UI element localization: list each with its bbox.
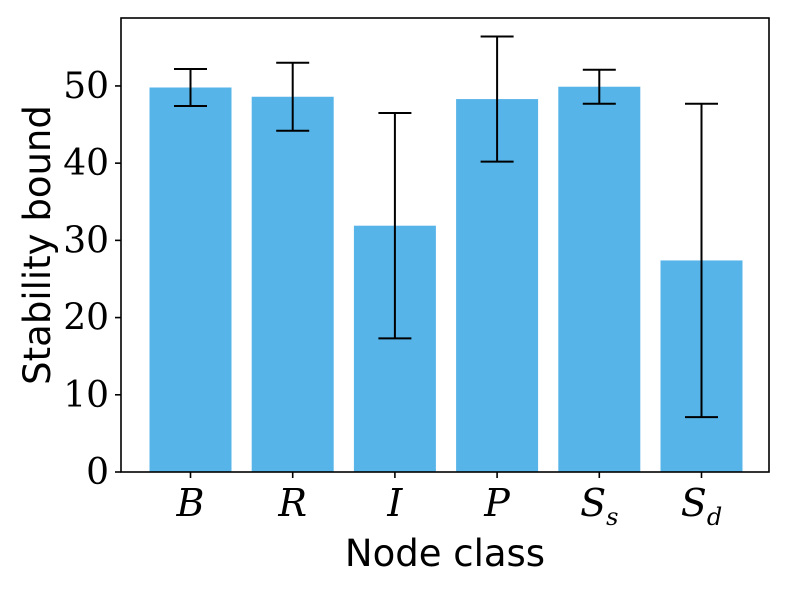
x-tick-label-base: S (580, 481, 606, 525)
x-axis-ticks: B R I P Ss Sd (176, 472, 722, 531)
y-tick-label: 20 (63, 298, 109, 339)
x-tick-label-subscript: d (707, 503, 722, 531)
error-bar (480, 35, 514, 163)
bar (558, 86, 641, 473)
y-axis-ticks: 0 10 20 30 40 50 (63, 66, 121, 493)
y-tick-label: 50 (63, 66, 109, 107)
x-tick-label: Ss (580, 481, 618, 531)
x-tick-label: I (386, 481, 403, 525)
error-bar (174, 67, 207, 108)
y-tick-label: 40 (63, 143, 109, 184)
bar (149, 87, 232, 472)
error-bar (378, 111, 412, 340)
error-bar (582, 68, 616, 105)
x-tick-label: R (277, 481, 307, 525)
x-tick-label-subscript: s (606, 503, 618, 531)
x-tick-label-base: P (483, 481, 511, 525)
x-tick-label: Sd (681, 481, 722, 531)
bar (251, 96, 334, 473)
bars-group (149, 86, 743, 473)
y-tick-label: 10 (63, 375, 109, 416)
y-tick-label: 0 (86, 452, 109, 493)
error-bar (276, 61, 310, 132)
y-axis-label: Stability bound (16, 105, 59, 385)
x-tick-label: P (483, 481, 511, 525)
x-tick-label-base: I (386, 481, 403, 525)
x-axis-label: Node class (345, 532, 545, 575)
x-tick-label: B (176, 481, 205, 525)
error-bars-group (174, 35, 718, 419)
x-tick-label-base: R (277, 481, 307, 525)
plot-frame (120, 17, 770, 473)
y-tick-label: 30 (63, 220, 109, 261)
x-tick-label-base: S (681, 481, 707, 525)
error-bar (685, 102, 718, 419)
x-tick-label-base: B (176, 481, 205, 525)
